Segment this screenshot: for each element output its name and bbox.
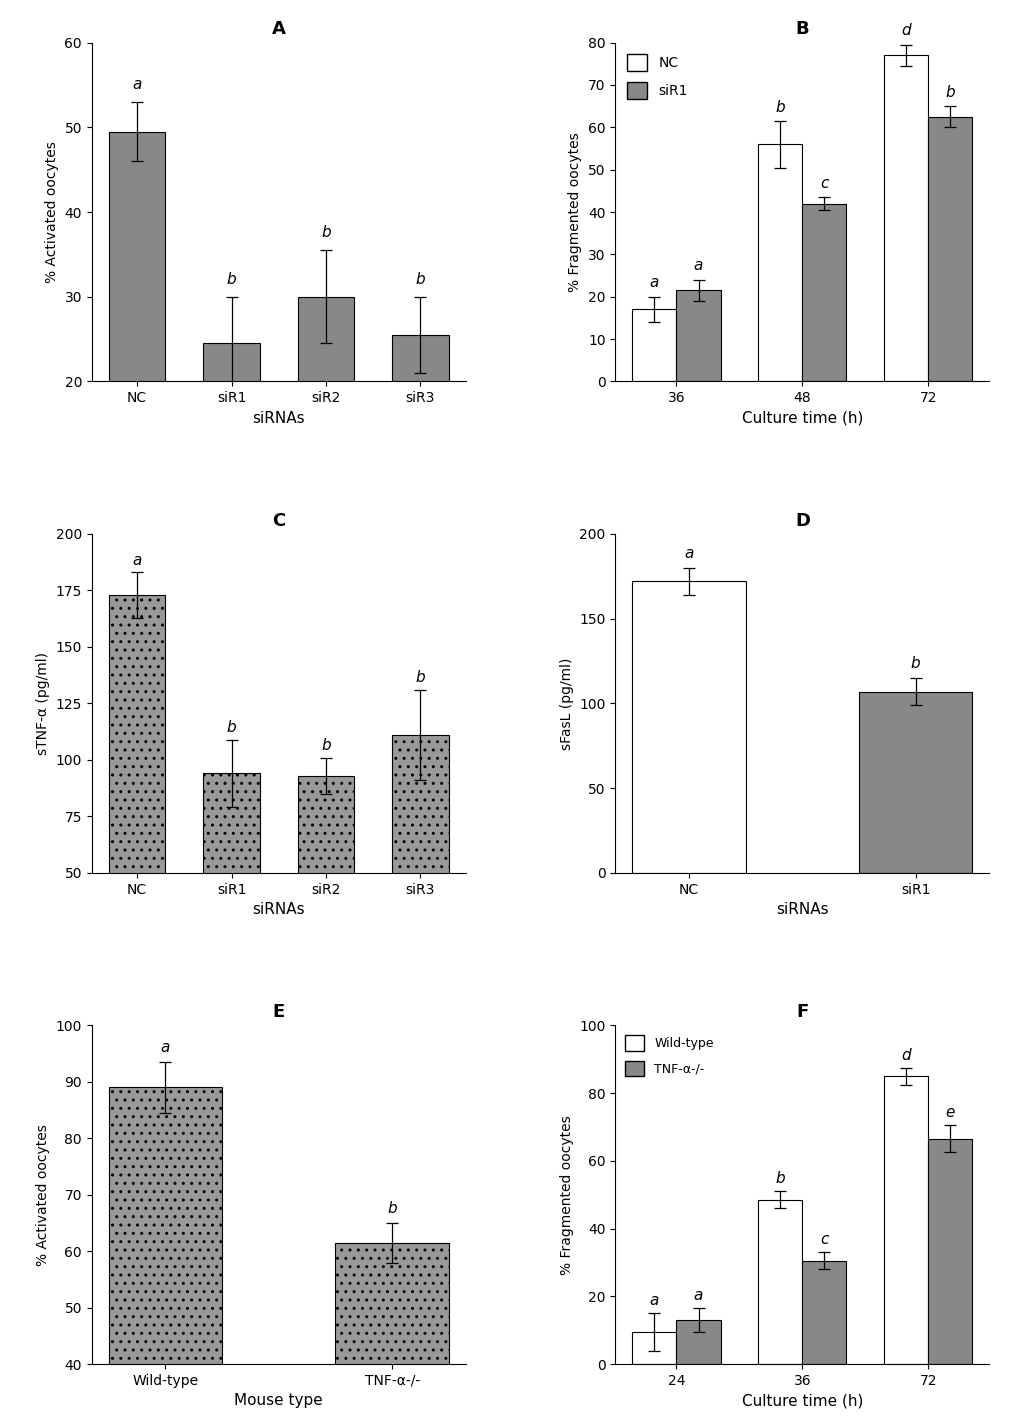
Y-axis label: % Activated oocytes: % Activated oocytes — [36, 1124, 50, 1266]
Bar — [858, 692, 971, 872]
Y-axis label: % Activated oocytes: % Activated oocytes — [45, 141, 59, 283]
Text: c: c — [819, 176, 827, 190]
Text: b: b — [910, 657, 919, 671]
Text: b: b — [226, 271, 236, 287]
Text: b: b — [945, 85, 954, 99]
Bar — [757, 145, 802, 381]
Text: a: a — [649, 1293, 658, 1309]
Bar — [109, 132, 165, 551]
Text: a: a — [684, 546, 693, 561]
Y-axis label: sFasL (pg/ml): sFasL (pg/ml) — [559, 657, 573, 750]
Bar — [676, 290, 719, 381]
Bar — [883, 55, 927, 381]
Text: a: a — [649, 276, 658, 290]
Y-axis label: % Fragmented oocytes: % Fragmented oocytes — [559, 1115, 573, 1275]
Title: F: F — [796, 1003, 808, 1020]
Text: b: b — [774, 1171, 785, 1187]
Bar — [335, 1243, 448, 1421]
Text: b: b — [226, 720, 236, 735]
Bar — [757, 1199, 802, 1364]
Legend: Wild-type, TNF-α-/-: Wild-type, TNF-α-/- — [621, 1032, 716, 1080]
Text: b: b — [321, 225, 330, 240]
Bar — [883, 1076, 927, 1364]
Title: A: A — [272, 20, 285, 38]
Bar — [927, 1138, 971, 1364]
Y-axis label: % Fragmented oocytes: % Fragmented oocytes — [568, 132, 582, 291]
Y-axis label: sTNF-α (pg/ml): sTNF-α (pg/ml) — [36, 652, 50, 755]
Title: D: D — [794, 512, 809, 530]
Bar — [203, 344, 260, 551]
Bar — [391, 335, 448, 551]
Text: a: a — [132, 553, 142, 568]
Bar — [109, 595, 165, 986]
Title: E: E — [272, 1003, 284, 1020]
Text: e: e — [945, 1106, 954, 1120]
Bar — [109, 1087, 222, 1421]
Text: c: c — [819, 1232, 827, 1248]
X-axis label: siRNAs: siRNAs — [253, 411, 305, 426]
Bar — [802, 1260, 846, 1364]
Bar — [298, 776, 354, 986]
Text: b: b — [416, 671, 425, 685]
Bar — [927, 117, 971, 381]
X-axis label: siRNAs: siRNAs — [775, 902, 827, 917]
Text: a: a — [693, 259, 702, 273]
Bar — [676, 1320, 719, 1364]
X-axis label: Culture time (h): Culture time (h) — [741, 411, 862, 426]
Bar — [203, 773, 260, 986]
X-axis label: Mouse type: Mouse type — [234, 1394, 323, 1408]
Text: b: b — [416, 271, 425, 287]
Text: a: a — [693, 1289, 702, 1303]
Text: a: a — [161, 1040, 170, 1056]
Text: d: d — [901, 1047, 910, 1063]
Text: a: a — [132, 77, 142, 92]
Bar — [632, 1331, 676, 1364]
Title: C: C — [272, 512, 285, 530]
Bar — [391, 735, 448, 986]
Text: d: d — [901, 23, 910, 38]
Bar — [632, 310, 676, 381]
Bar — [802, 203, 846, 381]
Text: b: b — [774, 99, 785, 115]
Bar — [632, 581, 745, 872]
Bar — [298, 297, 354, 551]
X-axis label: Culture time (h): Culture time (h) — [741, 1394, 862, 1408]
Text: b: b — [387, 1201, 396, 1216]
X-axis label: siRNAs: siRNAs — [253, 902, 305, 917]
Text: b: b — [321, 737, 330, 753]
Title: B: B — [795, 20, 808, 38]
Legend: NC, siR1: NC, siR1 — [622, 50, 692, 102]
